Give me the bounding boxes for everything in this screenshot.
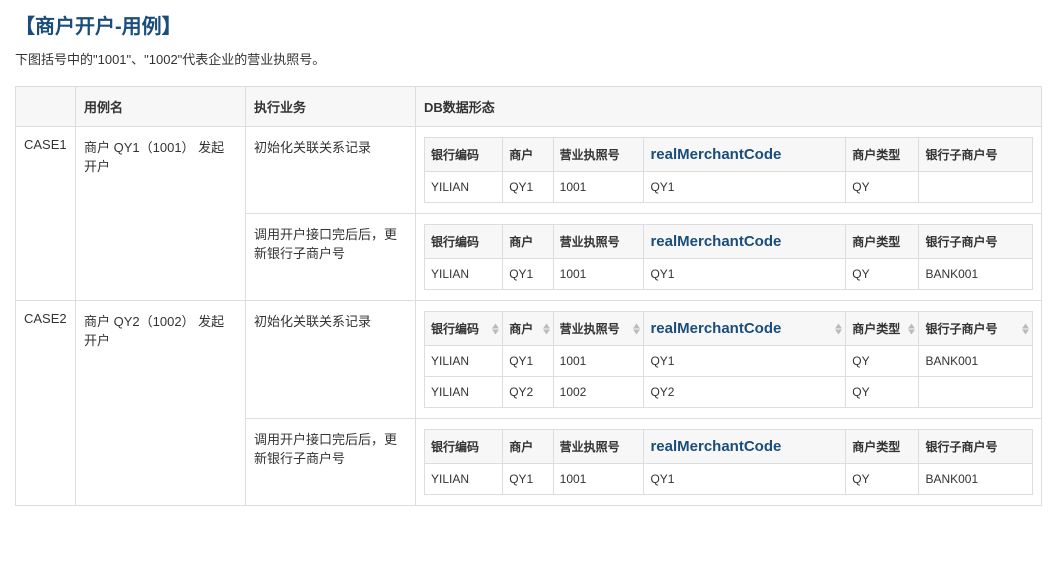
cell-license: 1002 xyxy=(553,377,644,408)
inner-header-bankcode[interactable]: 银行编码 xyxy=(425,312,503,346)
usecase-table: 用例名 执行业务 DB数据形态 CASE1商户 QY1（1001） 发起开户初始… xyxy=(15,86,1042,506)
step-db-state: 银行编码商户营业执照号realMerchantCode商户类型银行子商户号 YIL… xyxy=(416,419,1042,506)
step-db-state: 银行编码商户营业执照号realMerchantCode商户类型银行子商户号 YIL… xyxy=(416,301,1042,419)
inner-header-bankcode: 银行编码 xyxy=(425,225,503,259)
cell-type: QY xyxy=(846,346,919,377)
db-state-table: 银行编码商户营业执照号realMerchantCode商户类型银行子商户号 YIL… xyxy=(424,137,1033,203)
inner-header-type: 商户类型 xyxy=(846,138,919,172)
case-id: CASE1 xyxy=(16,127,76,301)
case-name: 商户 QY2（1002） 发起开户 xyxy=(76,301,246,506)
cell-bankcode: YILIAN xyxy=(425,464,503,495)
cell-sub xyxy=(919,377,1033,408)
db-state-table: 银行编码商户营业执照号realMerchantCode商户类型银行子商户号 YIL… xyxy=(424,224,1033,290)
cell-realcode: QY2 xyxy=(644,377,846,408)
cell-bankcode: YILIAN xyxy=(425,346,503,377)
step-action: 调用开户接口完后后，更新银行子商户号 xyxy=(246,214,416,301)
sort-icon[interactable] xyxy=(908,323,915,334)
cell-merchant: QY1 xyxy=(503,172,553,203)
cell-bankcode: YILIAN xyxy=(425,259,503,290)
outer-header-name: 用例名 xyxy=(76,87,246,127)
cell-type: QY xyxy=(846,259,919,290)
cell-sub: BANK001 xyxy=(919,464,1033,495)
sort-icon[interactable] xyxy=(492,323,499,334)
inner-header-sub: 银行子商户号 xyxy=(919,225,1033,259)
table-row: YILIANQY11001QY1QY xyxy=(425,172,1033,203)
inner-header-realcode[interactable]: realMerchantCode xyxy=(644,312,846,346)
cell-realcode: QY1 xyxy=(644,346,846,377)
inner-header-bankcode: 银行编码 xyxy=(425,138,503,172)
inner-header-realcode: realMerchantCode xyxy=(644,430,846,464)
case-name: 商户 QY1（1001） 发起开户 xyxy=(76,127,246,301)
inner-header-merchant: 商户 xyxy=(503,225,553,259)
cell-merchant: QY1 xyxy=(503,464,553,495)
cell-type: QY xyxy=(846,377,919,408)
page-title: 【商户开户-用例】 xyxy=(15,10,1042,39)
cell-license: 1001 xyxy=(553,259,644,290)
inner-header-license: 营业执照号 xyxy=(553,225,644,259)
sort-icon[interactable] xyxy=(633,323,640,334)
cell-merchant: QY1 xyxy=(503,259,553,290)
inner-header-sub[interactable]: 银行子商户号 xyxy=(919,312,1033,346)
subtitle: 下图括号中的"1001"、"1002"代表企业的营业执照号。 xyxy=(15,49,1042,68)
cell-realcode: QY1 xyxy=(644,172,846,203)
sort-icon[interactable] xyxy=(543,323,550,334)
table-row: YILIANQY11001QY1QYBANK001 xyxy=(425,464,1033,495)
step-db-state: 银行编码商户营业执照号realMerchantCode商户类型银行子商户号 YIL… xyxy=(416,127,1042,214)
cell-realcode: QY1 xyxy=(644,464,846,495)
sort-icon[interactable] xyxy=(835,323,842,334)
cell-license: 1001 xyxy=(553,172,644,203)
inner-header-realcode: realMerchantCode xyxy=(644,225,846,259)
cell-license: 1001 xyxy=(553,464,644,495)
db-state-table: 银行编码商户营业执照号realMerchantCode商户类型银行子商户号 YIL… xyxy=(424,311,1033,408)
outer-header-action: 执行业务 xyxy=(246,87,416,127)
inner-header-sub: 银行子商户号 xyxy=(919,430,1033,464)
cell-license: 1001 xyxy=(553,346,644,377)
step-action: 初始化关联关系记录 xyxy=(246,127,416,214)
sort-icon[interactable] xyxy=(1022,323,1029,334)
table-row: YILIANQY11001QY1QYBANK001 xyxy=(425,346,1033,377)
cell-type: QY xyxy=(846,464,919,495)
inner-header-merchant[interactable]: 商户 xyxy=(503,312,553,346)
inner-header-license[interactable]: 营业执照号 xyxy=(553,312,644,346)
inner-header-license: 营业执照号 xyxy=(553,138,644,172)
table-row: YILIANQY11001QY1QYBANK001 xyxy=(425,259,1033,290)
inner-header-type: 商户类型 xyxy=(846,225,919,259)
inner-header-bankcode: 银行编码 xyxy=(425,430,503,464)
outer-header-case xyxy=(16,87,76,127)
cell-bankcode: YILIAN xyxy=(425,377,503,408)
inner-header-merchant: 商户 xyxy=(503,430,553,464)
step-action: 初始化关联关系记录 xyxy=(246,301,416,419)
inner-header-merchant: 商户 xyxy=(503,138,553,172)
step-db-state: 银行编码商户营业执照号realMerchantCode商户类型银行子商户号 YIL… xyxy=(416,214,1042,301)
outer-header-db: DB数据形态 xyxy=(416,87,1042,127)
cell-merchant: QY2 xyxy=(503,377,553,408)
inner-header-type: 商户类型 xyxy=(846,430,919,464)
cell-type: QY xyxy=(846,172,919,203)
cell-sub: BANK001 xyxy=(919,346,1033,377)
cell-sub: BANK001 xyxy=(919,259,1033,290)
step-action: 调用开户接口完后后，更新银行子商户号 xyxy=(246,419,416,506)
inner-header-realcode: realMerchantCode xyxy=(644,138,846,172)
inner-header-sub: 银行子商户号 xyxy=(919,138,1033,172)
cell-realcode: QY1 xyxy=(644,259,846,290)
cell-bankcode: YILIAN xyxy=(425,172,503,203)
cell-sub xyxy=(919,172,1033,203)
inner-header-type[interactable]: 商户类型 xyxy=(846,312,919,346)
case-id: CASE2 xyxy=(16,301,76,506)
table-row: YILIANQY21002QY2QY xyxy=(425,377,1033,408)
inner-header-license: 营业执照号 xyxy=(553,430,644,464)
db-state-table: 银行编码商户营业执照号realMerchantCode商户类型银行子商户号 YIL… xyxy=(424,429,1033,495)
cell-merchant: QY1 xyxy=(503,346,553,377)
